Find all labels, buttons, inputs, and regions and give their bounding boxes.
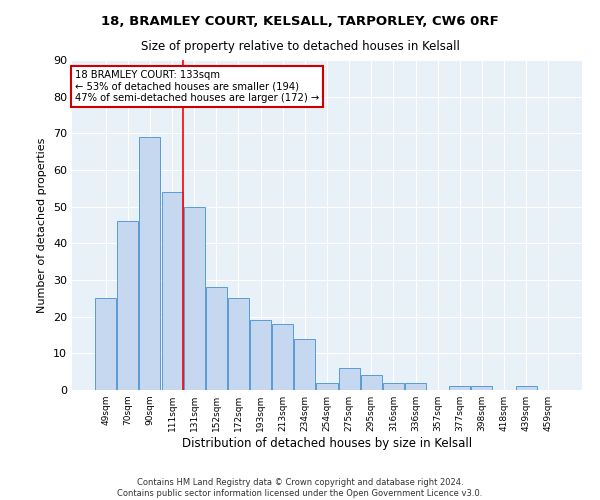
Bar <box>118 222 139 390</box>
Bar <box>383 382 404 390</box>
Text: Contains HM Land Registry data © Crown copyright and database right 2024.
Contai: Contains HM Land Registry data © Crown c… <box>118 478 482 498</box>
Bar <box>272 324 293 390</box>
Bar <box>361 376 382 390</box>
Bar <box>316 382 338 390</box>
Bar <box>338 368 359 390</box>
Bar <box>405 382 426 390</box>
Bar <box>139 137 160 390</box>
Bar <box>228 298 249 390</box>
Bar <box>206 288 227 390</box>
Bar <box>295 338 316 390</box>
Bar <box>161 192 182 390</box>
Bar <box>449 386 470 390</box>
Bar <box>184 206 205 390</box>
Text: 18, BRAMLEY COURT, KELSALL, TARPORLEY, CW6 0RF: 18, BRAMLEY COURT, KELSALL, TARPORLEY, C… <box>101 15 499 28</box>
Bar <box>515 386 536 390</box>
X-axis label: Distribution of detached houses by size in Kelsall: Distribution of detached houses by size … <box>182 437 472 450</box>
Bar <box>95 298 116 390</box>
Bar <box>472 386 493 390</box>
Bar <box>250 320 271 390</box>
Text: 18 BRAMLEY COURT: 133sqm
← 53% of detached houses are smaller (194)
47% of semi-: 18 BRAMLEY COURT: 133sqm ← 53% of detach… <box>74 70 319 103</box>
Text: Size of property relative to detached houses in Kelsall: Size of property relative to detached ho… <box>140 40 460 53</box>
Y-axis label: Number of detached properties: Number of detached properties <box>37 138 47 312</box>
